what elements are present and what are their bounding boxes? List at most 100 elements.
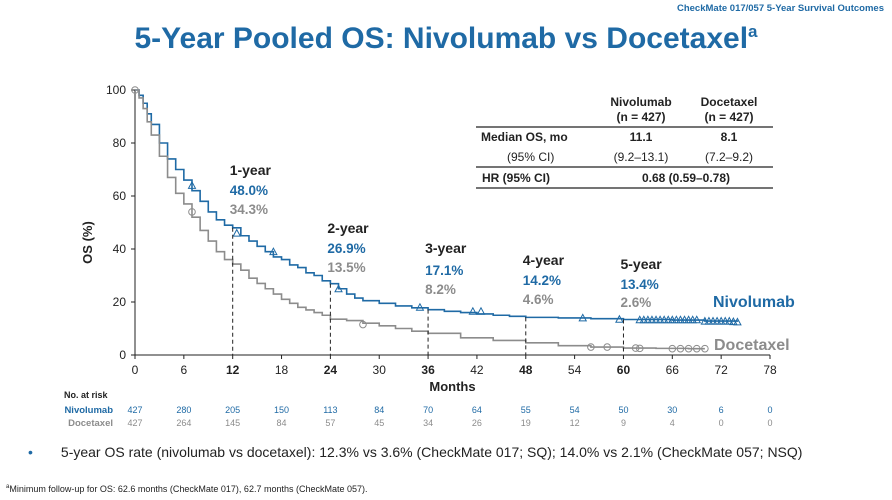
nivolumab-censor-mark <box>334 284 343 293</box>
x-tick-label: 12 <box>226 363 240 377</box>
landmark-docetaxel-rate: 34.3% <box>230 202 268 217</box>
risk-value: 30 <box>667 405 677 415</box>
nivolumab-censor-mark <box>643 315 653 324</box>
nivolumab-censor-mark <box>704 316 714 325</box>
risk-value: 12 <box>570 418 580 428</box>
landmark-nivolumab-rate: 14.2% <box>523 273 561 288</box>
nivolumab-censor-mark <box>708 316 718 325</box>
docetaxel-censor-mark <box>668 344 677 353</box>
nivolumab-censor-mark <box>729 317 738 326</box>
table-header-nivolumab-n: (n = 427) <box>616 110 665 124</box>
page-title: 5-Year Pooled OS: Nivolumab vs Docetaxel… <box>0 22 892 56</box>
risk-value: 113 <box>323 405 337 415</box>
risk-value: 84 <box>374 405 384 415</box>
table-cell: 11.1 <box>630 130 653 144</box>
landmark-label: 1-year <box>230 162 272 178</box>
x-tick-label: 66 <box>666 363 680 377</box>
nivolumab-censor-mark <box>232 228 242 237</box>
x-tick-label: 78 <box>763 363 777 377</box>
x-tick-label: 42 <box>470 363 484 377</box>
docetaxel-censor-mark <box>603 343 611 351</box>
x-tick-label: 24 <box>324 363 338 377</box>
docetaxel-end-label: Docetaxel <box>714 337 790 354</box>
y-tick-label: 100 <box>106 83 126 97</box>
docetaxel-censor-mark <box>359 320 367 329</box>
y-tick-label: 40 <box>113 242 127 256</box>
y-axis-title: OS (%) <box>80 221 95 264</box>
risk-value: 4 <box>670 418 675 428</box>
risk-value: 84 <box>277 418 287 428</box>
docetaxel-censor-mark <box>131 86 139 94</box>
docetaxel-censor-mark <box>692 344 701 353</box>
risk-value: 0 <box>719 418 724 428</box>
nivolumab-censor-mark <box>635 315 645 324</box>
nivolumab-censor-mark <box>676 315 685 324</box>
nivolumab-censor-mark <box>672 315 681 324</box>
nivolumab-censor-mark <box>468 306 478 315</box>
table-header-docetaxel-n: (n = 427) <box>704 110 753 124</box>
nivolumab-censor-mark <box>700 316 710 325</box>
title-text: 5-Year Pooled OS: Nivolumab vs Docetaxel <box>134 22 749 55</box>
landmark-label: 2-year <box>327 220 369 236</box>
risk-value: 9 <box>621 418 626 428</box>
docetaxel-censor-mark <box>701 344 709 353</box>
risk-value: 427 <box>127 405 142 415</box>
y-tick-label: 0 <box>119 348 126 362</box>
risk-row-label: Nivolumab <box>64 405 113 416</box>
docetaxel-censor-mark <box>684 344 693 353</box>
risk-value: 427 <box>127 418 142 428</box>
nivolumab-censor-mark <box>415 302 425 311</box>
landmark-label: 4-year <box>523 252 565 268</box>
x-tick-label: 48 <box>519 363 533 377</box>
nivolumab-curve <box>135 89 739 322</box>
landmark-docetaxel-rate: 2.6% <box>620 295 651 310</box>
nivolumab-censor-mark <box>269 247 278 256</box>
docetaxel-censor-mark <box>631 344 640 352</box>
x-axis-title: Months <box>429 379 475 394</box>
x-tick-label: 60 <box>617 363 631 377</box>
nivolumab-end-label: Nivolumab <box>713 294 795 311</box>
risk-value: 280 <box>176 405 191 415</box>
landmark-nivolumab-rate: 17.1% <box>425 263 463 278</box>
nivolumab-censor-mark <box>578 313 588 322</box>
risk-value: 64 <box>472 405 482 415</box>
table-cell: 8.1 <box>721 130 738 144</box>
bullet-icon: • <box>28 444 33 460</box>
landmark-docetaxel-rate: 4.6% <box>523 292 554 307</box>
risk-value: 26 <box>472 418 482 428</box>
x-tick-label: 18 <box>275 363 289 377</box>
nivolumab-censor-mark <box>692 315 702 324</box>
bullet-text: 5-year OS rate (nivolumab vs docetaxel):… <box>60 444 803 460</box>
docetaxel-curve <box>135 89 705 350</box>
table-cell: (9.2–13.1) <box>614 150 669 164</box>
nivolumab-censor-mark <box>724 316 734 325</box>
nivolumab-censor-mark <box>712 316 722 325</box>
nivolumab-censor-mark <box>187 180 197 189</box>
nivolumab-censor-mark <box>615 314 624 323</box>
nivolumab-censor-mark <box>684 315 693 324</box>
header-tag: CheckMate 017/057 5-Year Survival Outcom… <box>676 3 884 14</box>
x-tick-label: 0 <box>132 363 139 377</box>
footnote-marker: a <box>6 484 10 490</box>
y-tick-label: 80 <box>113 136 127 150</box>
landmark-nivolumab-rate: 13.4% <box>620 277 658 292</box>
footnote-text: Minimum follow-up for OS: 62.6 months (C… <box>9 484 368 494</box>
table-header-docetaxel: Docetaxel <box>701 95 758 109</box>
title-footnote-marker: a <box>748 22 758 41</box>
risk-value: 34 <box>423 418 433 428</box>
nivolumab-censor-mark <box>655 315 665 324</box>
landmark-nivolumab-rate: 48.0% <box>230 183 268 198</box>
table-row-label: Median OS, mo <box>481 130 568 144</box>
landmark-label: 5-year <box>620 256 662 272</box>
risk-row-label: Docetaxel <box>68 418 113 429</box>
risk-value: 19 <box>521 418 531 428</box>
x-tick-label: 36 <box>421 363 435 377</box>
docetaxel-censor-mark <box>635 344 644 353</box>
risk-value: 54 <box>570 405 580 415</box>
landmark-label: 3-year <box>425 240 467 256</box>
nivolumab-censor-mark <box>667 315 677 324</box>
risk-value: 55 <box>521 405 531 415</box>
landmark-nivolumab-rate: 26.9% <box>327 241 365 256</box>
nivolumab-censor-mark <box>651 315 661 324</box>
